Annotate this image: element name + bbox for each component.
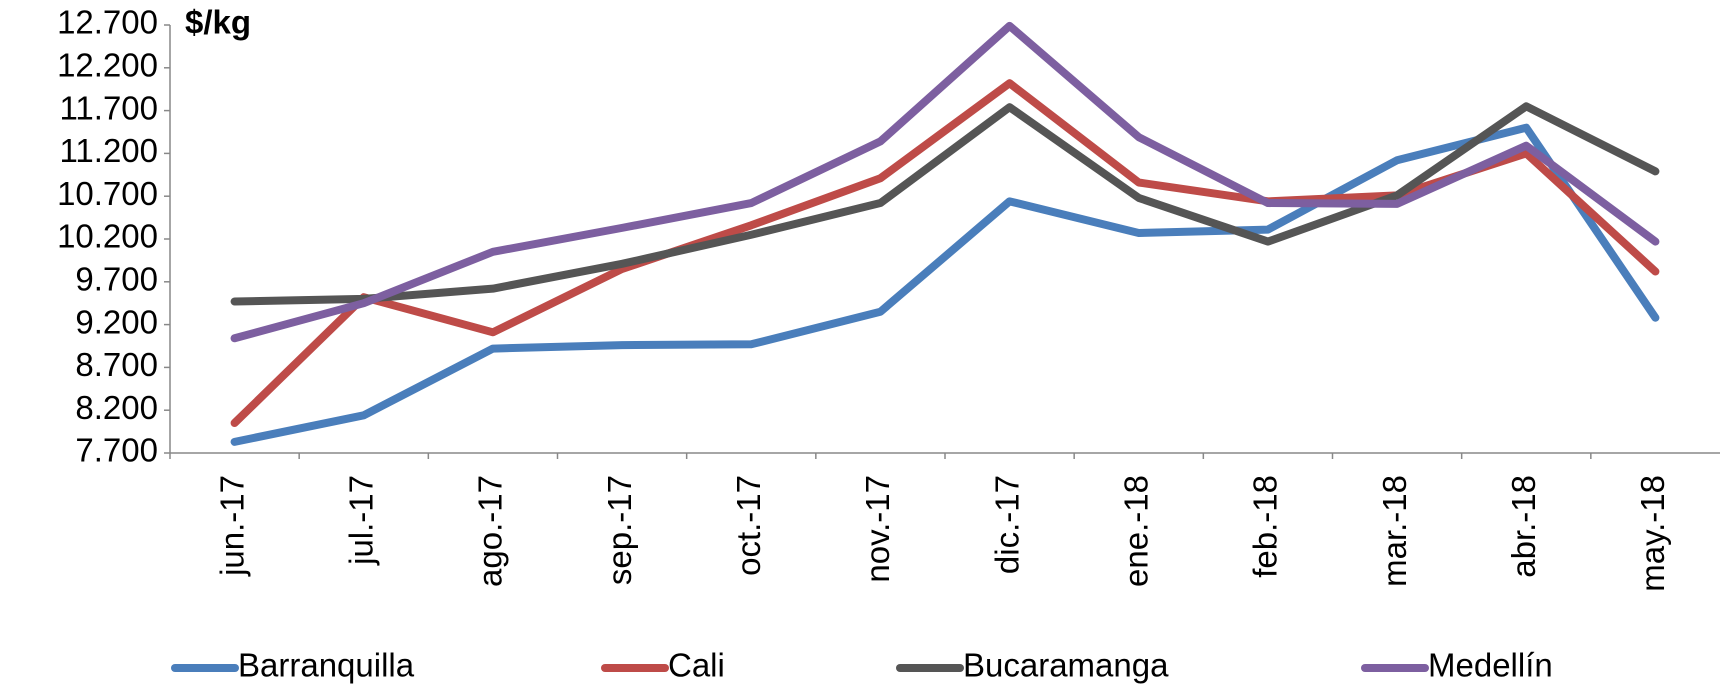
- x-tick-label: ago.-17: [472, 475, 509, 587]
- y-tick-label: 7.700: [75, 432, 158, 469]
- y-tick-label: 11.200: [60, 132, 158, 169]
- series-line: [230, 102, 1660, 306]
- x-tick-label: jun.-17: [213, 475, 250, 577]
- x-tick-label: nov.-17: [859, 475, 896, 583]
- x-tick-label: feb.-18: [1247, 475, 1284, 578]
- legend-label: Cali: [668, 647, 725, 684]
- series-line: [230, 123, 1660, 446]
- y-tick-label: 12.700: [57, 4, 158, 41]
- x-tick-label: dic.-17: [988, 475, 1025, 574]
- y-tick-label: 9.200: [75, 303, 158, 340]
- y-tick-label: 11.700: [60, 89, 158, 126]
- y-axis-label: $/kg: [185, 4, 251, 41]
- y-tick-label: 8.200: [75, 389, 158, 426]
- x-tick-label: sep.-17: [601, 475, 638, 585]
- legend-label: Medellín: [1428, 647, 1553, 684]
- x-tick-label: may.-18: [1634, 475, 1671, 592]
- y-tick-label: 10.200: [57, 218, 158, 255]
- x-tick-label: mar.-18: [1376, 475, 1413, 587]
- x-tick-label: oct.-17: [730, 475, 767, 576]
- x-tick-label: abr.-18: [1505, 475, 1542, 578]
- x-tick-label: jul.-17: [342, 475, 379, 566]
- y-tick-label: 9.700: [75, 261, 158, 298]
- series-line: [230, 21, 1660, 343]
- legend-label: Bucaramanga: [963, 647, 1169, 684]
- y-tick-label: 8.700: [75, 346, 158, 383]
- series-line: [230, 79, 1660, 428]
- x-tick-label: ene.-18: [1117, 475, 1154, 587]
- y-tick-label: 10.700: [57, 175, 158, 212]
- legend-label: Barranquilla: [238, 647, 415, 684]
- y-tick-label: 12.200: [57, 47, 158, 84]
